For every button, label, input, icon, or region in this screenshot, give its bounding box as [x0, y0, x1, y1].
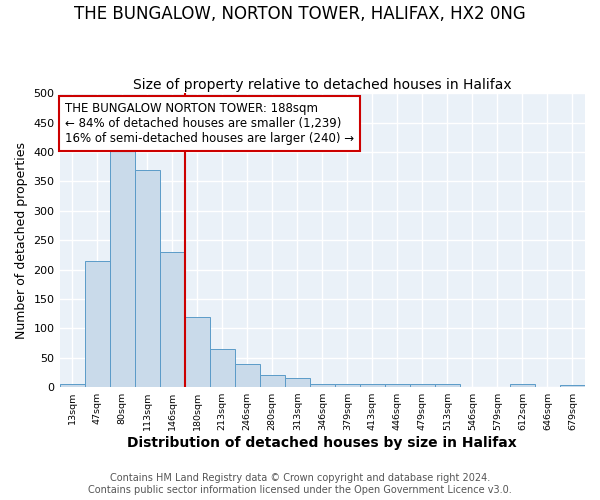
Bar [285, 378, 310, 387]
Text: THE BUNGALOW NORTON TOWER: 188sqm
← 84% of detached houses are smaller (1,239)
1: THE BUNGALOW NORTON TOWER: 188sqm ← 84% … [65, 102, 354, 145]
Bar [435, 384, 460, 387]
Bar [160, 252, 185, 387]
X-axis label: Distribution of detached houses by size in Halifax: Distribution of detached houses by size … [127, 436, 517, 450]
Bar [360, 384, 385, 387]
Bar [85, 260, 110, 387]
Bar [560, 384, 585, 387]
Text: Contains HM Land Registry data © Crown copyright and database right 2024.
Contai: Contains HM Land Registry data © Crown c… [88, 474, 512, 495]
Text: THE BUNGALOW, NORTON TOWER, HALIFAX, HX2 0NG: THE BUNGALOW, NORTON TOWER, HALIFAX, HX2… [74, 5, 526, 23]
Y-axis label: Number of detached properties: Number of detached properties [15, 142, 28, 338]
Bar [335, 384, 360, 387]
Bar [110, 149, 134, 387]
Bar [209, 349, 235, 387]
Bar [260, 376, 285, 387]
Bar [185, 316, 209, 387]
Bar [385, 384, 410, 387]
Bar [235, 364, 260, 387]
Bar [410, 384, 435, 387]
Title: Size of property relative to detached houses in Halifax: Size of property relative to detached ho… [133, 78, 512, 92]
Bar [510, 384, 535, 387]
Bar [310, 384, 335, 387]
Bar [134, 170, 160, 387]
Bar [59, 384, 85, 387]
